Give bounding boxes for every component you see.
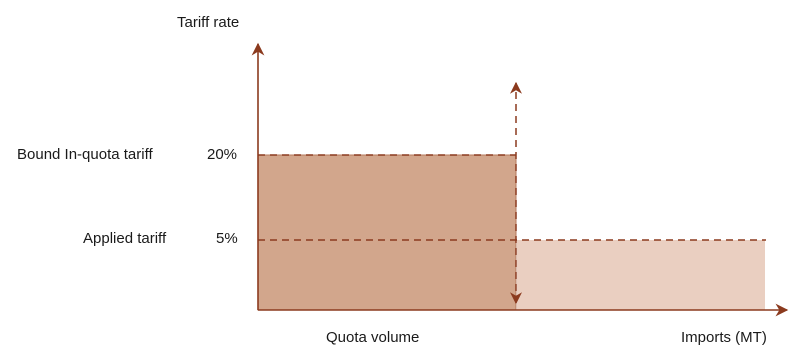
y-axis-title: Tariff rate	[177, 14, 240, 31]
applied-tariff-label: Applied tariff	[83, 230, 167, 247]
bound-tariff-value: 20%	[207, 146, 238, 163]
in-quota-region	[257, 154, 517, 311]
quota-volume-label: Quota volume	[326, 329, 420, 346]
bound-tariff-label: Bound In-quota tariff	[17, 146, 153, 163]
x-axis-title: Imports (MT)	[681, 329, 767, 346]
applied-tariff-value: 5%	[216, 230, 238, 247]
out-quota-region	[517, 240, 765, 310]
